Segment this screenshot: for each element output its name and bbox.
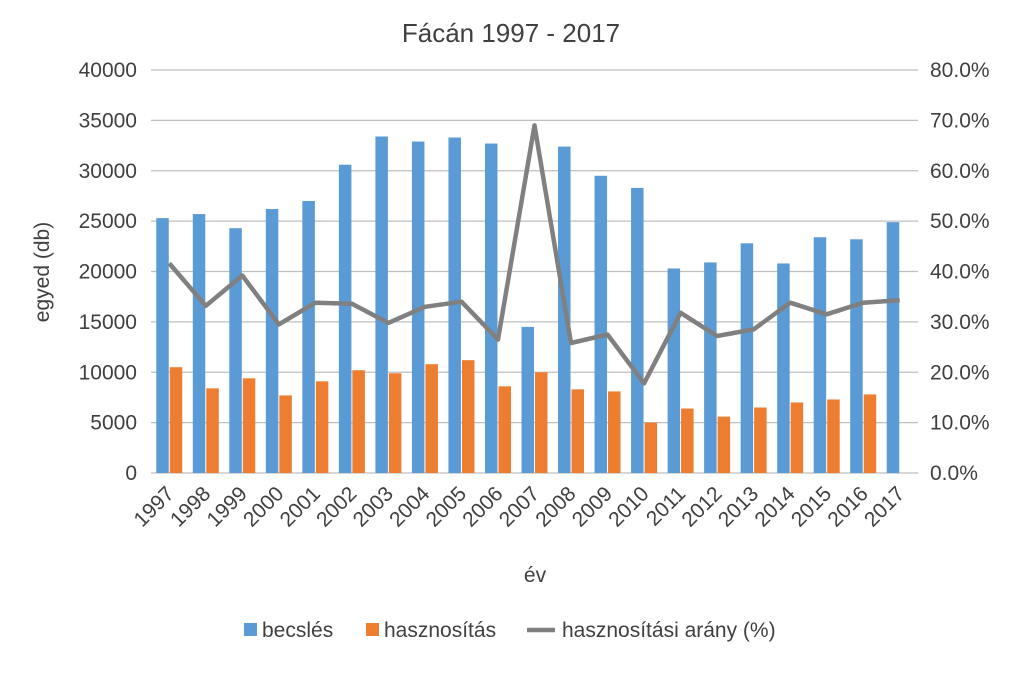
y-tick-label: 10000 xyxy=(79,361,137,384)
bar-becsles xyxy=(156,218,169,473)
x-tick-label: 2000 xyxy=(239,482,288,531)
bar-hasznositas xyxy=(827,399,840,473)
x-tick-label: 2011 xyxy=(642,482,690,530)
y2-tick-label: 70.0% xyxy=(930,109,990,132)
bar-hasznositas xyxy=(863,394,877,473)
y2-tick-label: 50.0% xyxy=(930,210,990,233)
x-tick-label: 2012 xyxy=(677,482,726,531)
bar-becsles xyxy=(777,263,790,473)
y2-tick-label: 10.0% xyxy=(930,412,990,435)
bar-becsles xyxy=(375,136,388,473)
x-tick-label: 2001 xyxy=(276,482,325,531)
x-tick-label: 1998 xyxy=(166,482,215,531)
bar-hasznositas xyxy=(754,407,767,473)
bar-becsles xyxy=(265,209,279,473)
bar-becsles xyxy=(850,239,863,473)
bar-becsles xyxy=(631,187,644,473)
x-tick-label: 2016 xyxy=(823,482,872,531)
bar-becsles xyxy=(740,243,754,473)
x-tick-label: 2005 xyxy=(422,482,471,531)
ratio-line-layer xyxy=(167,123,900,386)
bar-becsles xyxy=(594,175,608,473)
y2-tick-label: 20.0% xyxy=(930,361,990,384)
legend-hasznositas-label: hasznosítás xyxy=(384,619,496,642)
x-axis-ticks: 1997199819992000200120022003200420052006… xyxy=(129,482,909,532)
x-tick-label: 2007 xyxy=(495,482,544,531)
y2-tick-label: 60.0% xyxy=(930,160,990,183)
x-axis-label: év xyxy=(524,564,547,587)
x-tick-label: 2013 xyxy=(714,482,763,531)
y-tick-label: 5000 xyxy=(90,412,137,435)
bar-becsles xyxy=(192,214,206,473)
bar-hasznositas xyxy=(681,408,694,473)
bar-hasznositas xyxy=(279,395,292,473)
bar-hasznositas xyxy=(535,372,548,473)
bar-becsles xyxy=(813,237,827,473)
bar-hasznositas xyxy=(242,378,256,473)
bar-hasznositas xyxy=(206,388,219,473)
x-tick-label: 2002 xyxy=(312,482,361,531)
legend-becsles-label: becslés xyxy=(262,619,333,642)
bar-becsles xyxy=(448,137,461,473)
right-axis-ticks: 0.0% 10.0% 20.0% 30.0% 40.0% 50.0% 60.0% 70.0% 8… xyxy=(930,59,990,485)
bar-hasznositas xyxy=(644,422,658,473)
x-tick-label: 2009 xyxy=(568,482,617,531)
y-axis-label: egyed (db) xyxy=(31,222,54,322)
y-tick-label: 35000 xyxy=(79,109,137,132)
y2-tick-label: 40.0% xyxy=(930,261,990,284)
bar-hasznositas xyxy=(571,389,585,473)
ratio-line xyxy=(167,123,900,386)
legend-arany-label: hasznosítási arány (%) xyxy=(562,619,776,642)
bar-becsles xyxy=(338,164,352,473)
y-tick-label: 30000 xyxy=(79,160,137,183)
bar-hasznositas xyxy=(461,360,475,473)
bar-becsles xyxy=(704,262,717,473)
x-tick-label: 2006 xyxy=(458,482,507,531)
y-tick-label: 15000 xyxy=(79,311,137,334)
bar-hasznositas xyxy=(498,386,511,473)
x-tick-label: 2004 xyxy=(385,482,435,532)
x-tick-label: 2003 xyxy=(349,482,398,531)
x-tick-label: 2010 xyxy=(604,482,653,531)
bar-hasznositas xyxy=(790,402,804,473)
bar-hasznositas xyxy=(169,367,183,473)
bar-becsles xyxy=(521,326,534,473)
left-axis-ticks: 0 5000 10000 15000 20000 25000 30000 35000 40000 xyxy=(79,59,137,485)
bar-hasznositas xyxy=(315,381,329,473)
bars xyxy=(156,136,900,474)
bar-becsles xyxy=(484,143,498,474)
legend-becsles-swatch xyxy=(244,623,257,636)
y2-tick-label: 30.0% xyxy=(930,311,990,334)
y2-tick-label: 0.0% xyxy=(930,462,978,485)
bar-hasznositas xyxy=(717,416,731,473)
bar-becsles xyxy=(229,228,242,473)
legend-hasznositas-swatch xyxy=(366,623,379,636)
x-tick-label: 2017 xyxy=(860,482,909,531)
bar-becsles xyxy=(886,222,900,473)
bar-becsles xyxy=(667,268,681,473)
x-tick-label: 1997 xyxy=(129,482,178,531)
x-tick-label: 2015 xyxy=(787,482,836,531)
x-tick-label: 1999 xyxy=(203,482,252,531)
x-tick-label: 2008 xyxy=(531,482,580,531)
bar-hasznositas xyxy=(608,391,621,473)
y-tick-label: 40000 xyxy=(79,59,137,82)
bar-hasznositas xyxy=(425,364,438,473)
y-tick-label: 20000 xyxy=(79,261,137,284)
bar-becsles xyxy=(411,141,425,473)
x-tick-label: 2014 xyxy=(750,482,800,532)
legend: becslés hasznosítás hasznosítási arány (%) xyxy=(244,619,776,642)
y-tick-label: 25000 xyxy=(79,210,137,233)
bar-becsles xyxy=(302,200,315,473)
y-tick-label: 0 xyxy=(125,462,137,485)
chart-title: Fácán 1997 - 2017 xyxy=(402,18,620,48)
y2-tick-label: 80.0% xyxy=(930,59,990,82)
bar-hasznositas xyxy=(352,370,365,473)
bar-hasznositas xyxy=(388,373,402,473)
